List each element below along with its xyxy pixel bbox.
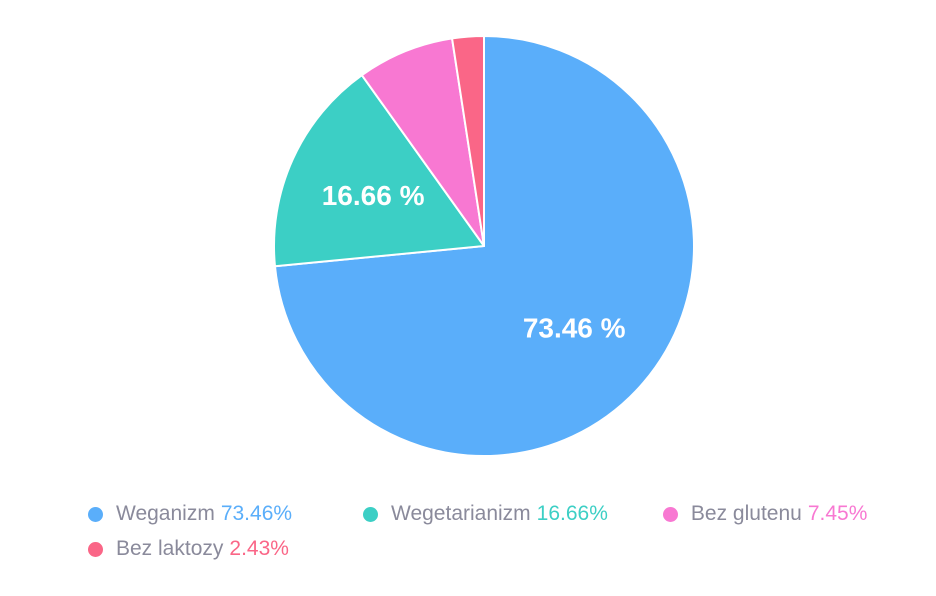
legend-item-bez-laktozy[interactable]: Bez laktozy 2.43% <box>88 537 289 561</box>
legend-percent: 2.43% <box>229 537 289 560</box>
legend-dot-icon <box>88 506 103 522</box>
legend-dot-icon <box>363 506 378 522</box>
legend-dot-icon <box>662 506 678 522</box>
legend-item-weganizm[interactable]: Weganizm 73.46% <box>88 502 308 526</box>
slice-value-label-wegetarianizm: 16.66 % <box>322 180 425 211</box>
legend-percent: 73.46% <box>220 502 293 525</box>
legend-item-wegetarianizm[interactable]: Wegetarianizm 16.66% <box>363 502 608 526</box>
legend-percent: 7.45% <box>807 502 868 525</box>
legend-label: Bez laktozy 2.43% <box>116 537 289 560</box>
legend-label: Bez glutenu 7.45% <box>690 502 868 525</box>
legend-item-bez-glutenu[interactable]: Bez glutenu 7.45% <box>662 502 868 526</box>
pie-slice-wegetarianizm[interactable] <box>273 74 485 268</box>
pie-chart-svg: 73.46 % 16.66 % <box>273 34 695 457</box>
slice-value-label-weganizm: 73.46 % <box>523 312 626 343</box>
legend-label: Wegetarianizm 16.66% <box>391 502 608 525</box>
legend-dot-icon <box>88 541 103 557</box>
legend-percent: 16.66% <box>536 502 608 525</box>
legend-label: Weganizm 73.46% <box>116 502 293 525</box>
pie-slice-bez-laktozy[interactable] <box>451 34 485 247</box>
pie-slice-bez-glutenu[interactable] <box>360 37 485 247</box>
chart-legend: Weganizm 73.46% Wegetarianizm 16.66% Bez glu… <box>88 502 888 561</box>
